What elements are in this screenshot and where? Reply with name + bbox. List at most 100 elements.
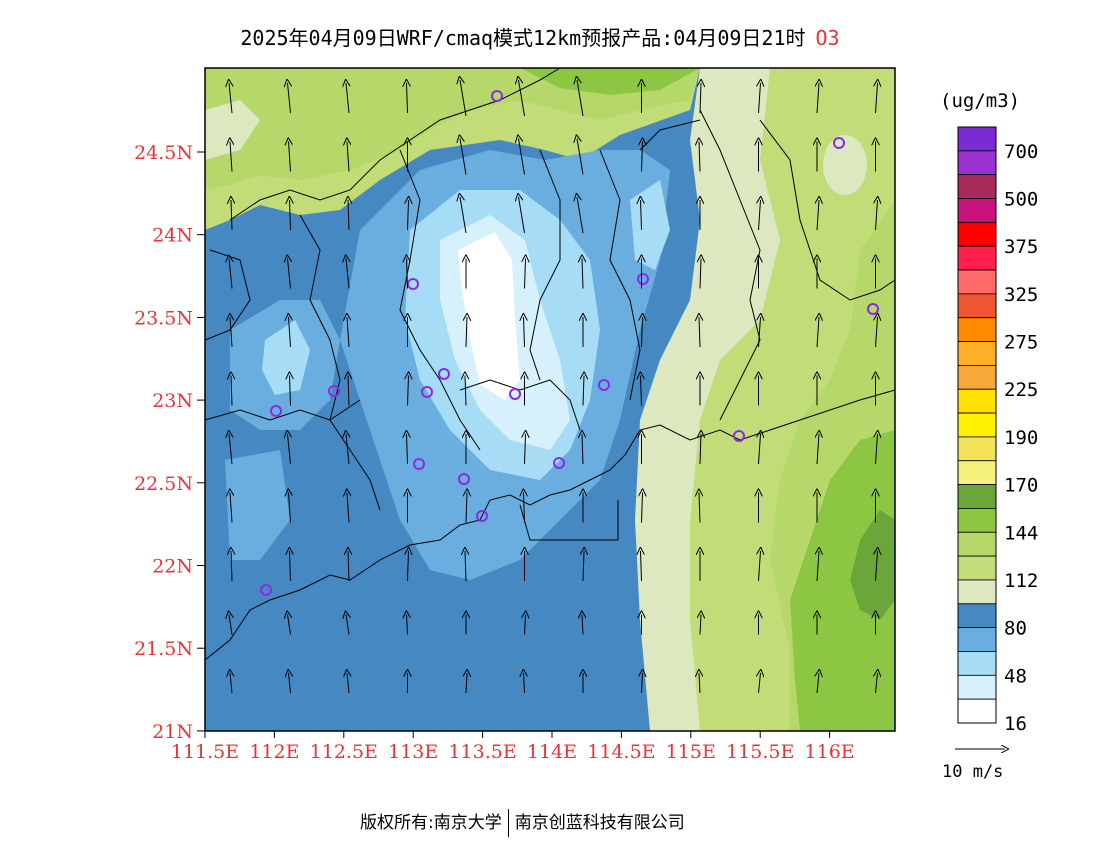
wind-arrow — [289, 493, 291, 523]
wind-arrow — [229, 434, 232, 465]
wind-arrow — [577, 139, 584, 175]
wind-arrow — [288, 83, 291, 114]
wind-arrow — [525, 434, 526, 465]
title-main: 2025年04月09日WRF/cmaq模式12km预报产品:04月09日21时 — [240, 26, 806, 50]
wind-arrow — [408, 551, 409, 582]
wind-arrow — [642, 493, 643, 523]
ozone-zone-80-island — [823, 135, 867, 195]
lat-tick-label: 21N — [152, 721, 193, 743]
wind-arrow — [876, 434, 878, 465]
wind-arrow — [230, 142, 232, 172]
wind-arrow — [642, 317, 643, 348]
wind-arrow — [288, 615, 291, 635]
wind-arrow — [289, 317, 291, 348]
ozone-zone-144-dark — [850, 510, 895, 620]
wind-arrow — [466, 493, 467, 523]
wind-arrow — [759, 83, 761, 114]
colorbar-label: 48 — [1004, 665, 1027, 687]
chart-title: 2025年04月09日WRF/cmaq模式12km预报产品:04月09日21时 O… — [0, 22, 1080, 51]
colorbar-segment — [957, 508, 997, 533]
wind-arrow — [699, 317, 700, 348]
colorbar-segment — [957, 364, 997, 390]
site-marker — [328, 385, 340, 397]
wind-arrow — [347, 493, 349, 523]
site-marker — [833, 137, 845, 149]
colorbar-segment — [957, 460, 997, 486]
lat-tick-label: 22.5N — [134, 473, 193, 495]
wind-arrow — [583, 376, 584, 406]
colorbar-segment — [957, 245, 997, 271]
wind-arrow — [466, 673, 467, 694]
wind-arrow — [641, 551, 642, 582]
wind-arrow — [346, 83, 349, 114]
lon-tick-label: 111.5E — [171, 741, 239, 763]
colorbar-label: 275 — [1004, 332, 1038, 354]
wind-arrow — [876, 83, 878, 114]
colorbar-segment — [957, 317, 997, 342]
wind-arrow — [699, 673, 700, 694]
map-frame — [204, 67, 896, 732]
site-marker — [598, 379, 610, 391]
wind-arrow — [347, 142, 349, 172]
colorbar-segment — [957, 412, 997, 438]
boundaries — [205, 68, 895, 661]
wind-arrow — [231, 551, 232, 582]
wind-arrow — [289, 673, 291, 694]
colorbar-label: 225 — [1004, 379, 1038, 401]
site-marker — [270, 405, 282, 417]
wind-arrow — [524, 317, 525, 348]
wind-arrow — [465, 551, 466, 582]
site-marker — [407, 278, 419, 290]
wind-reference-label: 10 m/s — [942, 762, 1004, 782]
lat-tick-label: 23N — [152, 390, 193, 412]
ozone-zone-48-west-core — [262, 320, 310, 395]
wind-arrow — [759, 317, 761, 348]
colorbar-segment — [957, 293, 997, 319]
colorbar-segment — [957, 531, 997, 557]
wind-arrow — [700, 259, 701, 289]
wind-arrow — [699, 493, 700, 523]
site-marker — [458, 473, 470, 485]
wind-arrow — [229, 259, 232, 289]
wind-arrow — [876, 200, 878, 231]
wind-arrow — [348, 551, 349, 582]
wind-arrow — [759, 200, 761, 231]
wind-arrow — [290, 551, 291, 582]
lat-tick-label: 23.5N — [134, 307, 193, 329]
colorbar-segment — [957, 126, 997, 152]
wind-arrow — [876, 673, 878, 694]
site-marker — [509, 388, 521, 400]
longitude-axis: 111.5E 112E 112.5E 113E 113.5E 114E 114.5E 115E… — [171, 731, 855, 763]
colorbar-label: 16 — [1004, 713, 1027, 735]
wind-arrow — [876, 551, 878, 582]
wind-arrow — [817, 317, 819, 348]
wind-arrow — [641, 200, 642, 231]
footer: 版权所有:南京大学 南京创蓝科技有限公司 — [360, 808, 685, 837]
wind-arrow — [460, 139, 467, 175]
wind-arrow — [700, 83, 701, 114]
lon-tick-label: 114.5E — [587, 741, 655, 763]
wind-arrow — [525, 259, 526, 289]
colorbar: 700 500 375 325 275 225 190 170 144 112 80 48 16 — [957, 126, 1038, 735]
wind-arrow — [348, 200, 349, 231]
wind-arrow — [817, 200, 819, 231]
wind-arrow — [288, 259, 291, 289]
wind-arrow — [642, 673, 643, 694]
wind-arrow — [229, 615, 232, 635]
wind-arrow — [230, 317, 232, 348]
lon-tick-label: 113.5E — [448, 741, 516, 763]
footer-left: 版权所有:南京大学 — [360, 813, 502, 833]
wind-arrow — [348, 376, 349, 406]
wind-arrow — [466, 317, 467, 348]
wind-arrow — [577, 80, 584, 117]
wind-arrow — [577, 197, 584, 234]
wind-arrow — [817, 83, 819, 114]
lat-tick-label: 22N — [152, 556, 193, 578]
colorbar-segment — [957, 674, 997, 700]
colorbar-segment — [957, 579, 997, 605]
wind-arrow — [582, 434, 583, 465]
wind-arrow — [229, 83, 232, 114]
wind-arrow — [519, 197, 525, 234]
lon-tick-label: 116E — [805, 741, 855, 763]
